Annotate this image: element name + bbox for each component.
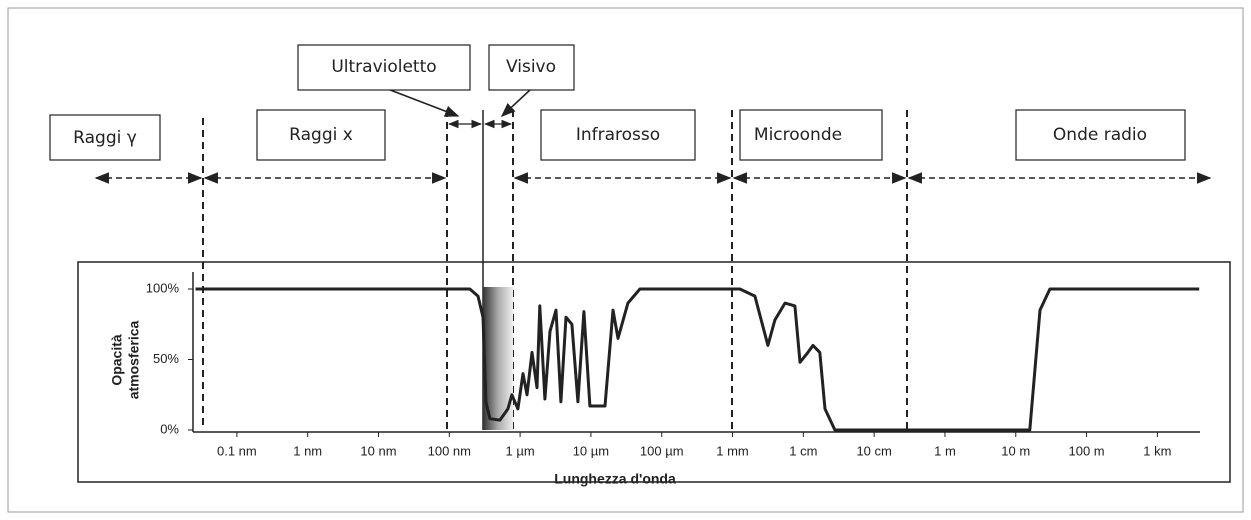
x-tick-label: 1 m xyxy=(934,443,956,458)
x-tick-label: 0.1 nm xyxy=(217,443,257,458)
y-tick-label: 50% xyxy=(153,351,179,366)
y-tick-label: 0% xyxy=(160,421,179,436)
region-label: Ultravioletto xyxy=(331,57,436,77)
label-box xyxy=(49,114,161,161)
outer-frame xyxy=(7,7,1244,513)
y-tick-label: 100% xyxy=(146,280,180,295)
label-box xyxy=(256,109,386,161)
pointer xyxy=(500,89,531,117)
x-tick-label: 100 µm xyxy=(640,443,684,458)
x-tick-label: 1 mm xyxy=(716,443,749,458)
region-label: Infrarosso xyxy=(576,125,660,145)
x-axis-label: Lunghezza d'onda xyxy=(554,471,676,487)
x-tick-label: 100 m xyxy=(1068,443,1104,458)
x-tick-label: 1 nm xyxy=(293,443,322,458)
opacity-line xyxy=(195,287,1200,432)
x-tick-label: 100 nm xyxy=(428,443,471,458)
regions: Raggi γ Raggi x Ultravioletto Visivo Inf… xyxy=(49,44,1212,430)
label-box xyxy=(488,44,575,91)
x-tick-label: 10 nm xyxy=(360,443,396,458)
x-tick-label: 1 cm xyxy=(789,443,817,458)
region-label: Onde radio xyxy=(1053,125,1147,145)
x-tick-label: 1 km xyxy=(1143,443,1171,458)
label-box xyxy=(739,109,883,161)
region-label: Microonde xyxy=(754,125,842,145)
y-axis-label: atmosferica xyxy=(126,320,142,399)
region-label: Raggi x xyxy=(289,125,353,145)
y-axis-label: Opacità xyxy=(109,334,125,386)
region-label: Raggi γ xyxy=(73,128,137,148)
label-box xyxy=(297,44,471,91)
label-box xyxy=(1015,109,1186,161)
x-tick-label: 10 µm xyxy=(573,443,609,458)
region-label: Visivo xyxy=(506,57,556,77)
x-tick-label: 1 µm xyxy=(506,443,535,458)
pointer xyxy=(384,87,460,117)
x-tick-label: 10 cm xyxy=(856,443,891,458)
plot-frame xyxy=(77,261,1231,483)
label-box xyxy=(540,109,696,161)
x-tick-label: 10 m xyxy=(1001,443,1030,458)
